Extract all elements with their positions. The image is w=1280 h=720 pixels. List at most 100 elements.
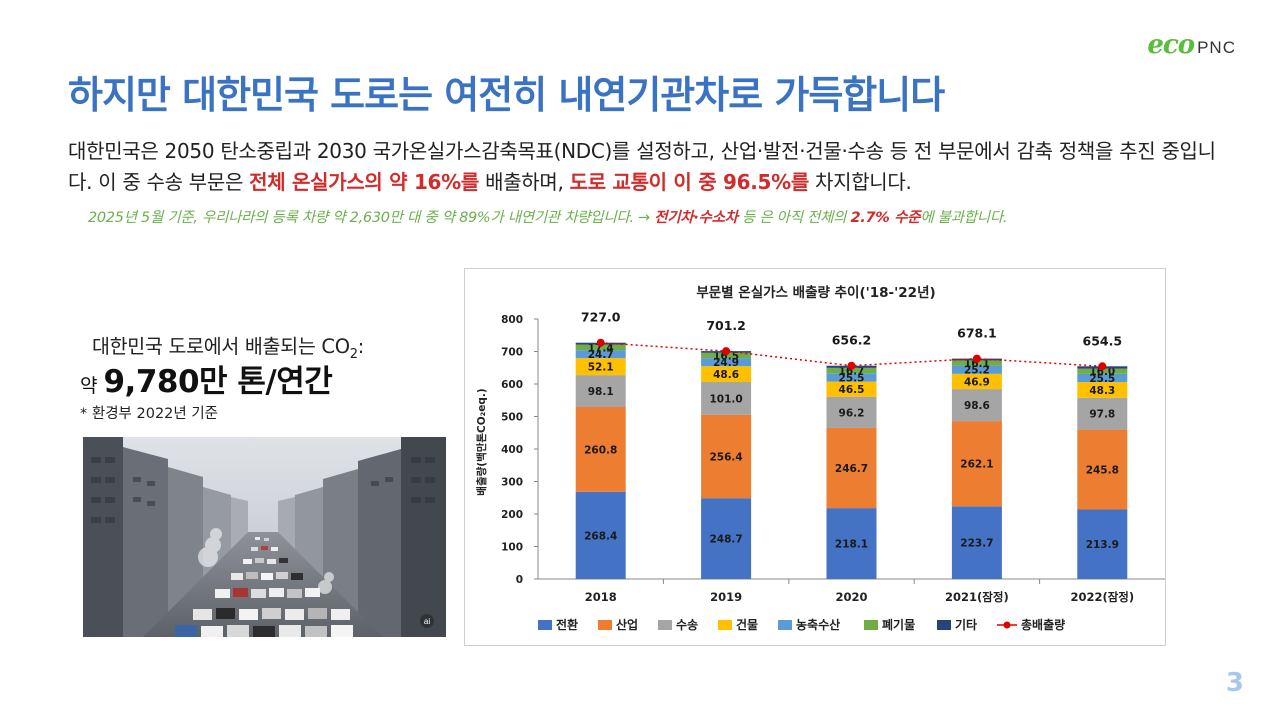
ai-badge [420,614,434,628]
city-traffic-photo: ai [83,437,446,637]
bar-data-label: 256.4 [709,452,742,464]
chart-legend: 전환 산업 수송 건물 농축수산 폐기물 기타 총배출량 [538,617,1065,632]
y-tick-label: 500 [501,412,523,424]
bar-data-label: 98.6 [964,400,990,412]
legend-line-marker [1003,621,1011,629]
legend-label: 총배출량 [1021,617,1065,632]
bar-segment-폐기물 [951,360,1002,366]
x-tick-label: 2021(잠정) [945,590,1009,604]
intro-highlight-road-share: 도로 교통이 이 중 96.5%를 [569,170,810,194]
bar-segment-폐기물 [1077,368,1128,374]
bar-data-label: 16.7 [839,366,865,378]
bar-data-label: 245.8 [1086,465,1119,477]
co2-label-prefix: 대한민국 도로에서 배출되는 CO [92,335,350,358]
page-number: 3 [1225,668,1244,698]
bar-segment-전환 [1077,509,1128,579]
bar-data-label: 24.7 [588,349,614,361]
bar-data-label: 17.4 [588,342,614,354]
bar-data-label: 262.1 [960,459,993,471]
slide-title: 하지만 대한민국 도로는 여전히 내연기관차로 가득합니다 [68,73,945,117]
ai-badge-text: ai [424,617,430,626]
legend-label: 건물 [736,617,758,632]
legend-swatch-건물 [718,620,732,630]
total-line-point [596,338,605,347]
intro-highlight-transport-share: 전체 온실가스의 약 16%를 [249,170,480,194]
y-tick-label: 800 [501,314,523,326]
y-tick-label: 400 [501,444,523,456]
bar-data-label: 97.8 [1089,409,1115,421]
note-highlight-ev: 전기차·수소차 [654,210,738,226]
legend-label: 산업 [616,617,638,632]
bar-data-label: 48.6 [713,369,739,381]
bar-data-label: 246.7 [835,463,868,475]
bar-segment-전환 [951,506,1002,579]
legend-swatch-전환 [538,620,552,630]
bar-segment-산업 [1077,429,1128,510]
logo-pnc: PNC [1197,38,1236,57]
bar-data-label: 268.4 [584,530,617,542]
intro-text: 배출하며, [479,170,570,194]
bar-segment-폐기물 [575,344,626,351]
note-text: 등 은 아직 전체의 [737,210,851,226]
chart-bars: 268.4 260.8 98.1 52.124.717.4 248.7 256.4 101.… [575,342,1128,579]
bar-data-label: 24.9 [713,357,739,369]
note-text: 2025년 5월 기준, 우리나라의 등록 차량 약 2,630만 대 중 약 … [88,210,655,226]
total-line-label: 656.2 [832,333,872,348]
total-line-point [847,361,856,370]
bar-segment-전환 [575,491,626,579]
bar-data-label: 25.5 [1089,373,1115,385]
total-line-point [1098,362,1107,371]
logo-eco: eco [1147,30,1195,60]
bar-segment-폐기물 [826,367,877,374]
bar-data-label: 248.7 [709,534,742,546]
co2-label: 대한민국 도로에서 배출되는 CO2: [92,330,364,362]
bar-segment-건물 [575,358,626,376]
registration-note: 2025년 5월 기준, 우리나라의 등록 차량 약 2,630만 대 중 약 … [88,206,1218,227]
co2-value-amount: 9,780만 톤/연간 [103,364,333,400]
y-tick-label: 0 [516,574,523,586]
co2-label-suffix: : [357,335,365,358]
chart-total-line: 727.0 701.2 656.2 678.1 654.5 [581,310,1122,371]
chart-ylabel: 배출량(백만톤CO₂eq.) [475,388,488,495]
chart-title: 부문별 온실가스 배출량 추이('18-'22년) [696,284,935,301]
y-tick-label: 300 [501,477,523,489]
co2-label-subscript: 2 [349,346,358,362]
bar-data-label: 16.0 [1089,366,1115,378]
legend-label: 기타 [955,617,977,632]
y-tick-label: 200 [501,509,523,521]
co2-source: * 환경부 2022년 기준 [80,406,219,422]
y-tick-label: 600 [501,379,523,391]
bar-data-label: 16.1 [964,358,990,370]
bar-segment-전환 [826,508,877,579]
legend-swatch-폐기물 [864,620,878,630]
bar-segment-수송 [575,375,626,408]
bar-segment-농축수산 [1077,373,1128,383]
bar-segment-농축수산 [701,358,752,367]
intro-text: 차지합니다. [808,170,912,194]
bar-data-label: 25.5 [839,372,865,384]
bar-segment-수송 [1077,397,1128,430]
bar-segment-농축수산 [575,350,626,359]
total-line-label: 654.5 [1083,333,1123,348]
bar-data-label: 96.2 [839,407,865,419]
bar-data-label: 25.2 [964,365,990,377]
bar-data-label: 46.9 [964,376,990,388]
note-text: 에 불과합니다. [920,210,1008,226]
total-line-label: 678.1 [957,326,997,341]
emissions-chart: 부문별 온실가스 배출량 추이('18-'22년) 배출량(백만톤CO₂eq.)… [464,268,1166,646]
x-tick-label: 2022(잠정) [1070,590,1134,604]
legend-swatch-기타 [937,620,951,630]
legend-label: 폐기물 [882,617,915,632]
x-tick-label: 2020 [835,590,867,604]
emissions-chart-svg: 부문별 온실가스 배출량 추이('18-'22년) 배출량(백만톤CO₂eq.)… [475,284,1165,632]
bar-data-label: 46.5 [839,384,865,396]
x-tick-label: 2018 [585,590,617,604]
bar-data-label: 48.3 [1089,385,1115,397]
bar-segment-수송 [701,382,752,415]
bar-segment-건물 [826,381,877,397]
legend-label: 전환 [556,617,578,632]
bar-data-label: 16.5 [713,350,739,362]
bar-data-label: 223.7 [960,538,993,550]
bar-segment-농축수산 [951,365,1002,374]
intro-paragraph: 대한민국은 2050 탄소중립과 2030 국가온실가스감축목표(NDC)를 설… [68,136,1228,198]
